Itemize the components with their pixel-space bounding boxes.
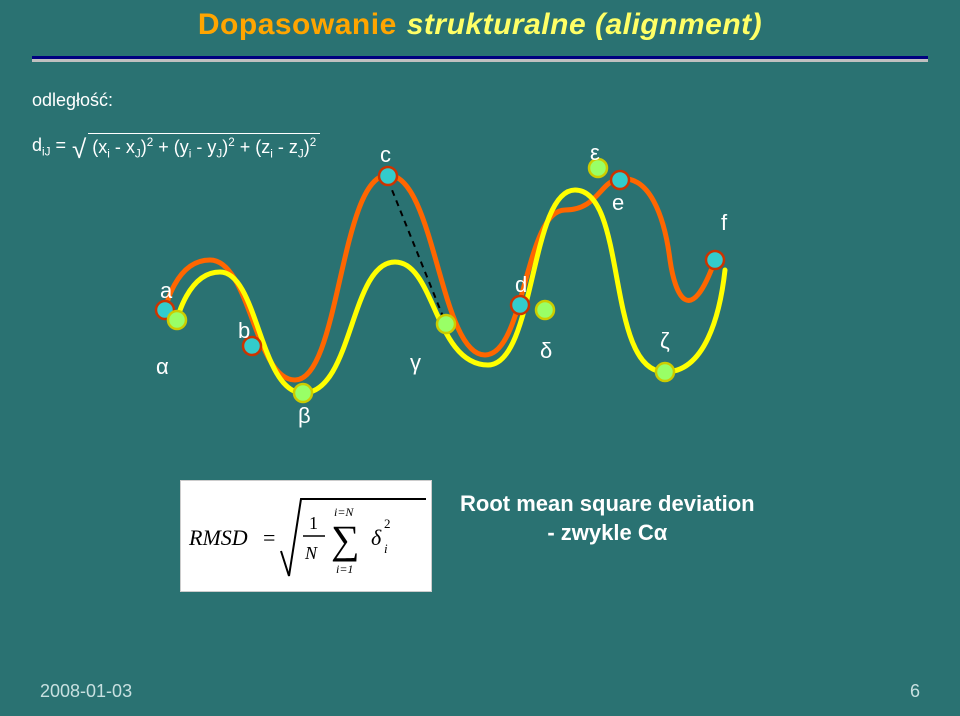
orange-label-a: a bbox=[160, 278, 173, 303]
svg-text:1: 1 bbox=[309, 513, 318, 533]
orange-node-e bbox=[611, 171, 629, 189]
orange-label-b: b bbox=[238, 318, 250, 343]
slide-title: Dopasowanie strukturalne (alignment) bbox=[0, 8, 960, 42]
yellow-label-epsilon: ε bbox=[590, 140, 600, 165]
footer-date: 2008-01-03 bbox=[40, 681, 132, 702]
yellow-node-gamma bbox=[437, 315, 455, 333]
yellow-curve bbox=[177, 190, 725, 393]
rule-bottom bbox=[32, 59, 928, 62]
yellow-label-zeta: ζ bbox=[660, 328, 670, 353]
rmsd-caption: Root mean square deviation - zwykle Cα bbox=[460, 490, 755, 547]
rmsd-formula-image: RMSD = 1 N ∑ i=N i=1 δ 2 i bbox=[180, 480, 432, 592]
yellow-node-delta bbox=[536, 301, 554, 319]
rmsd-caption-line2: - zwykle Cα bbox=[460, 519, 755, 548]
yellow-label-gamma: γ bbox=[410, 350, 421, 375]
title-rule bbox=[32, 56, 928, 62]
formula-lhs: diJ = bbox=[32, 135, 66, 159]
svg-text:i=N: i=N bbox=[334, 505, 354, 519]
footer-page-number: 6 bbox=[910, 681, 920, 702]
yellow-label-beta: β bbox=[298, 403, 311, 428]
yellow-label-delta: δ bbox=[540, 338, 552, 363]
orange-label-d: d bbox=[515, 272, 527, 297]
yellow-node-alpha bbox=[168, 311, 186, 329]
title-word1: Dopasowanie bbox=[198, 8, 397, 41]
yellow-node-beta bbox=[294, 384, 312, 402]
orange-label-e: e bbox=[612, 190, 624, 215]
slide: Dopasowanie strukturalne (alignment) odle… bbox=[0, 0, 960, 716]
svg-text:i: i bbox=[384, 541, 388, 556]
alignment-diagram: a b c d e f α β γ δ ε ζ bbox=[120, 140, 820, 460]
svg-text:=: = bbox=[263, 525, 275, 550]
orange-node-f bbox=[706, 251, 724, 269]
svg-text:i=1: i=1 bbox=[336, 562, 353, 576]
svg-text:δ: δ bbox=[371, 525, 382, 550]
rmsd-caption-line1: Root mean square deviation bbox=[460, 490, 755, 519]
yellow-node-zeta bbox=[656, 363, 674, 381]
svg-text:N: N bbox=[304, 543, 318, 563]
orange-node-d bbox=[511, 296, 529, 314]
radical-sign: √ bbox=[72, 136, 86, 162]
orange-label-c: c bbox=[380, 142, 391, 167]
svg-text:∑: ∑ bbox=[331, 517, 360, 562]
title-word2: strukturalne (alignment) bbox=[407, 8, 762, 41]
orange-label-f: f bbox=[721, 210, 728, 235]
svg-text:RMSD: RMSD bbox=[188, 525, 248, 550]
yellow-label-alpha: α bbox=[156, 354, 169, 379]
svg-text:2: 2 bbox=[384, 516, 391, 531]
distance-label: odległość: bbox=[32, 90, 113, 111]
orange-node-c bbox=[379, 167, 397, 185]
vinculum bbox=[88, 133, 320, 134]
